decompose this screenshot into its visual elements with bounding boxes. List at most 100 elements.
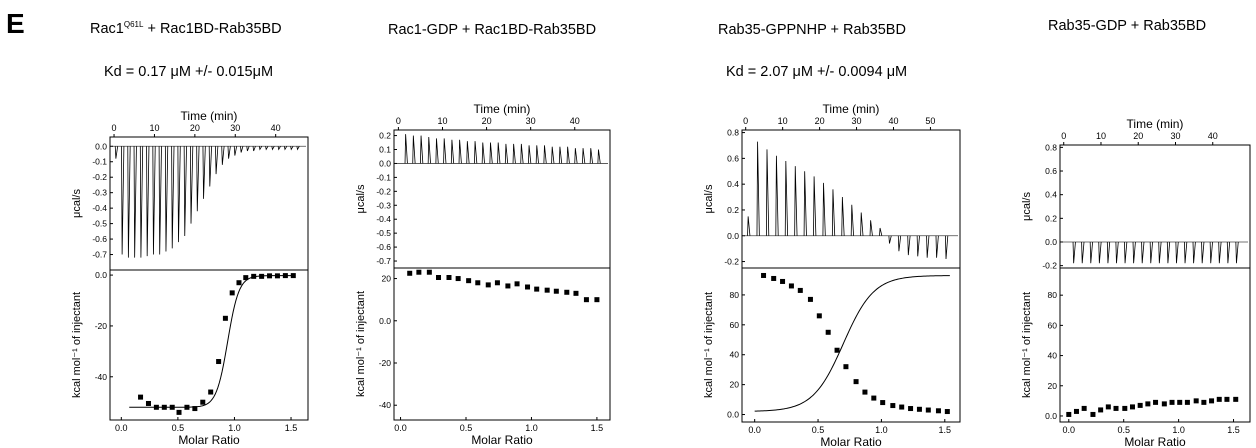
panel3-heat-tick-label: 20: [730, 380, 740, 390]
panel3-data-point: [807, 296, 813, 302]
panel4-top-frame: [1059, 144, 1251, 269]
panel2-ucal-tick-label: -0.1: [376, 172, 391, 182]
panel2-data-point: [594, 297, 600, 303]
panel2-data-point: [466, 278, 472, 284]
panel1-injection-peak: [208, 146, 213, 187]
panel2-injection-peak: [435, 138, 439, 164]
panel1-injection-peak: [190, 146, 194, 224]
panel4-data-point: [1233, 396, 1239, 402]
panel1-injection-peak: [139, 146, 144, 258]
panel1-data-point: [282, 273, 288, 279]
panel1-ratio-tick-label: 0.5: [172, 423, 185, 433]
panel1-time-tick-label: 10: [149, 123, 159, 133]
panel1-data-point: [176, 409, 182, 415]
panel1-data-point: [251, 273, 257, 279]
panel2-top-frame: [393, 129, 611, 269]
panel4-data-point: [1216, 396, 1222, 402]
panel1-injection-peak: [121, 146, 125, 255]
panel4-time-axis-label: Time (min): [1127, 117, 1184, 131]
panel-letter: E: [6, 8, 25, 39]
panel3-data-point: [780, 278, 786, 284]
panel3-data-point: [916, 406, 922, 412]
panel1-injection-peak: [227, 146, 231, 159]
panel1-injection-peak: [265, 146, 269, 151]
panel1-bottom-frame: [109, 269, 309, 421]
panel4-data-point: [1184, 399, 1190, 405]
panel2-time-tick-label: 20: [482, 116, 492, 126]
panel3-data-point: [771, 275, 777, 281]
panel1-injection-peak: [290, 146, 294, 151]
panel1-injection-peak: [240, 146, 244, 153]
panel3-heat-tick-label: 0.0: [727, 410, 739, 420]
panel4-ucal-tick-label: 0.0: [1045, 237, 1057, 247]
panel4-heat-tick-label: 80: [1048, 290, 1058, 300]
panel2-ucal-tick-label: 0.1: [379, 145, 391, 155]
panel4-heat-tick-label: 40: [1048, 351, 1058, 361]
panel2-data-point: [553, 288, 559, 294]
panel3-injection-peak: [897, 235, 902, 252]
panel1-data-point: [192, 406, 198, 412]
panel4-ucal-tick-label: 0.4: [1045, 190, 1057, 200]
panel4-data-point: [1073, 408, 1079, 414]
panel3-injection-peak: [747, 216, 751, 236]
panel4-data-point: [1161, 401, 1167, 407]
panel1-title: Rac1Q61L + Rac1BD-Rab35BD: [90, 20, 282, 37]
panel4-ratio-tick-label: 1.0: [1172, 425, 1185, 435]
panel3-ratio-tick-label: 0.5: [812, 425, 825, 435]
panel4-title: Rab35-GDP + Rab35BD: [1048, 18, 1207, 34]
panel2-time-tick-label: 40: [570, 116, 580, 126]
panel2-ucal-axis-label: μcal/s: [355, 184, 367, 213]
panel4-data-point: [1153, 399, 1159, 405]
panel4-data-point: [1090, 411, 1096, 417]
panel1-data-point: [236, 280, 242, 286]
panel1-injection-peak: [127, 146, 131, 258]
panel1-ucal-tick-label: -0.4: [92, 203, 107, 213]
panel4-data-point: [1081, 405, 1087, 411]
panel1-ucal-tick-label: -0.7: [92, 250, 107, 260]
panel1-data-point: [145, 400, 151, 406]
panel3-ucal-tick-label: 0.8: [727, 128, 739, 138]
panel4-data-point: [1177, 399, 1183, 405]
panel4-time-tick-label: 0: [1061, 131, 1066, 141]
panel2-injection-peak: [450, 139, 455, 164]
panel4-ratio-tick-label: 1.5: [1227, 425, 1240, 435]
panel2-data-point: [407, 270, 413, 276]
panel4-data-point: [1098, 407, 1104, 413]
panel4-injection-peak: [1175, 241, 1179, 264]
panel1-data-point: [290, 273, 296, 279]
panel2-heat-axis-label: kcal mol⁻¹ of injectant: [355, 291, 367, 397]
panel1-injection-peak: [164, 146, 169, 252]
panel4-data-point: [1066, 411, 1072, 417]
panel2-time-axis-label: Time (min): [474, 102, 531, 116]
panel1-injection-peak: [246, 146, 250, 152]
panel3-time-tick-label: 50: [925, 116, 935, 126]
panel1-time-tick-label: 40: [271, 123, 281, 133]
panel3-ucal-axis-label: μcal/s: [703, 184, 715, 213]
panel4-data-point: [1113, 405, 1119, 411]
panel2-data-point: [505, 283, 511, 289]
panel2-data-point: [573, 290, 579, 296]
panel4-time-tick-label: 30: [1170, 131, 1180, 141]
panel3-data-point: [853, 379, 859, 385]
panel2-title: Rac1-GDP + Rac1BD-Rab35BD: [388, 22, 597, 38]
panel3-ratio-axis-label: Molar Ratio: [820, 435, 882, 448]
panel2-injection-peak: [520, 143, 524, 164]
panel4-ratio-axis-label: Molar Ratio: [1124, 435, 1186, 448]
panel1-injection-peak: [146, 146, 150, 257]
panel4-data-point: [1224, 396, 1230, 402]
panel1-ucal-tick-label: -0.6: [92, 234, 107, 244]
panel2-injection-peak: [427, 136, 431, 164]
panel4-injection-peak: [1072, 241, 1076, 264]
panel3-injection-peak: [926, 235, 930, 258]
panel1-data-point: [208, 389, 214, 395]
panel3-kd: Kd = 2.07 μM +/- 0.0094 μM: [726, 64, 908, 80]
panel3-time-tick-label: 20: [815, 116, 825, 126]
panel4-injection-peak: [1209, 241, 1213, 264]
panel2-ucal-tick-label: -0.5: [376, 228, 391, 238]
panel3-bottom-frame: [741, 267, 961, 423]
panel3-ucal-tick-label: 0.0: [727, 231, 739, 241]
panel2-data-point: [426, 269, 432, 275]
panel2-time-tick-label: 0: [396, 116, 401, 126]
panel4-data-point: [1129, 404, 1135, 410]
